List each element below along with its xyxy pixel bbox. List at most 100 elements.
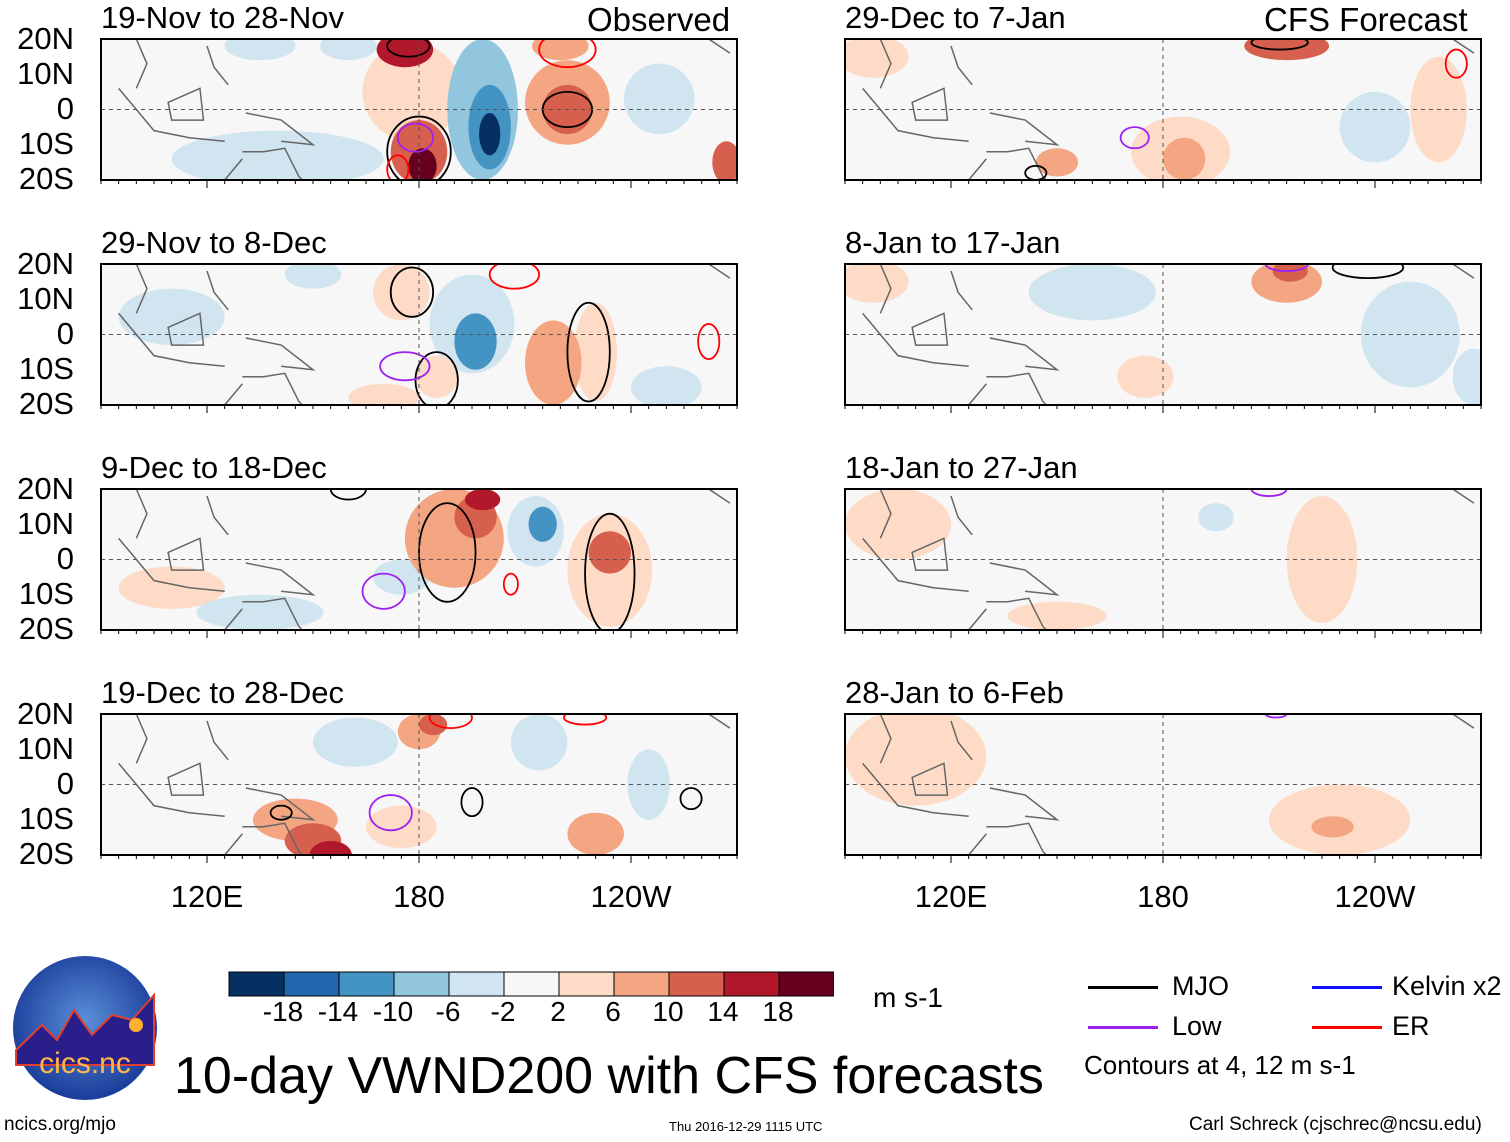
- anomaly-region: [118, 566, 225, 609]
- anomaly-region: [1198, 503, 1234, 532]
- anomaly-region: [588, 531, 631, 574]
- panel-title: 28-Jan to 6-Feb: [845, 675, 1064, 710]
- anomaly-region: [510, 714, 568, 771]
- panel-title: 19-Dec to 28-Dec: [101, 675, 344, 710]
- anomaly-region: [408, 148, 437, 180]
- er-contour: [428, 714, 473, 729]
- lat-label: 20N: [17, 21, 74, 56]
- colorbar-tick: 18: [762, 996, 794, 1027]
- colorbar-tick: -14: [317, 996, 359, 1027]
- colorbar-swatch: [503, 971, 560, 997]
- anomaly-region: [464, 489, 501, 511]
- er-contour: [562, 714, 608, 726]
- anomaly-region: [313, 717, 398, 767]
- lon-label: 120W: [590, 879, 672, 914]
- mjo-contour: [386, 115, 452, 180]
- anomaly-region: [1035, 148, 1079, 177]
- map-panel: [844, 263, 1482, 413]
- coastline: [862, 39, 1475, 180]
- lat-label: 10N: [17, 731, 74, 766]
- anomaly-region: [1360, 281, 1460, 388]
- anomaly-region: [415, 355, 458, 398]
- anomaly-region: [1110, 714, 1252, 820]
- cics-logo: cics.nc: [13, 956, 157, 1100]
- coastline: [862, 489, 1475, 630]
- er-contour: [502, 572, 519, 596]
- anomaly-region: [373, 264, 430, 321]
- anomaly-region: [362, 42, 462, 142]
- colorbar-swatch: [668, 971, 725, 997]
- source-link[interactable]: ncics.org/mjo: [4, 1114, 116, 1135]
- map-panel: [844, 38, 1482, 188]
- colorbar-tick: -6: [435, 996, 461, 1027]
- colorbar-swatch: [338, 971, 395, 997]
- lat-label: 0: [56, 766, 74, 801]
- anomaly-region: [845, 489, 951, 560]
- lat-label: 20S: [18, 611, 74, 646]
- anomaly-region: [171, 130, 384, 180]
- colorbar-tick: -10: [372, 996, 414, 1027]
- anomaly-region: [1163, 137, 1206, 180]
- map-panel: [844, 488, 1482, 638]
- anomaly-region: [567, 812, 624, 855]
- map-panel: [100, 263, 738, 413]
- lat-label: 20S: [18, 161, 74, 196]
- figure-title: 10-day VWND200 with CFS forecasts: [174, 1047, 1044, 1105]
- map-panel: [100, 38, 738, 188]
- lat-label: 20N: [17, 696, 74, 731]
- colorbar-tick: 2: [550, 996, 566, 1027]
- anomaly-region: [196, 594, 324, 630]
- contour-note: Contours at 4, 12 m s-1: [1084, 1050, 1356, 1080]
- lon-label: 120W: [1334, 879, 1416, 914]
- er-swatch: [1312, 1026, 1382, 1029]
- low-contour: [361, 572, 406, 610]
- mjo-contour: [418, 502, 477, 603]
- anomaly-region: [454, 313, 497, 370]
- coastline: [118, 39, 731, 180]
- colorbar-swatch: [558, 971, 615, 997]
- mjo-contour: [566, 301, 611, 403]
- anomaly-region: [1311, 816, 1354, 838]
- coastline: [862, 264, 1475, 405]
- anomaly-region: [479, 113, 501, 156]
- lat-label: 20S: [18, 836, 74, 871]
- coastline: [118, 489, 731, 630]
- anomaly-region: [525, 320, 582, 405]
- anomaly-region: [712, 141, 737, 180]
- map-panel: [844, 713, 1482, 863]
- lat-label: 10N: [17, 281, 74, 316]
- lat-label: 10N: [17, 56, 74, 91]
- lon-label: 120E: [170, 879, 244, 914]
- anomaly-region: [320, 39, 377, 61]
- colorbar-tick: 14: [707, 996, 739, 1027]
- colorbar-tick: 10: [652, 996, 684, 1027]
- er-contour: [488, 264, 541, 290]
- anomaly-region: [1272, 264, 1308, 282]
- anomaly-region: [1286, 496, 1358, 623]
- er-contour: [1444, 48, 1468, 79]
- low-contour: [1250, 489, 1288, 497]
- colorbar-swatch: [283, 971, 340, 997]
- panel-title: 29-Dec to 7-Jan: [845, 0, 1066, 35]
- panel-title: 29-Nov to 8-Dec: [101, 225, 327, 260]
- anomaly-region: [284, 264, 342, 289]
- panel-title: 9-Dec to 18-Dec: [101, 450, 327, 485]
- anomaly-region: [1028, 264, 1156, 321]
- lat-label: 10N: [17, 506, 74, 541]
- mjo-contour: [389, 266, 435, 318]
- anomaly-region: [224, 39, 296, 61]
- colorbar-tick: 6: [605, 996, 621, 1027]
- anomaly-region: [376, 39, 434, 68]
- er-contour: [386, 154, 410, 180]
- mjo-contour: [584, 512, 636, 630]
- observed-label: Observed: [587, 1, 731, 38]
- low-contour: [1264, 264, 1309, 272]
- mjo-swatch: [1088, 986, 1158, 989]
- colorbar-swatch: [613, 971, 670, 997]
- mjo-contour: [1331, 264, 1405, 279]
- svg-text:cics.nc: cics.nc: [39, 1047, 131, 1080]
- panel-title: 8-Jan to 17-Jan: [845, 225, 1061, 260]
- coastline: [118, 714, 731, 855]
- timestamp: Thu 2016-12-29 1115 UTC: [669, 1119, 823, 1134]
- colorbar-tick: -2: [490, 996, 516, 1027]
